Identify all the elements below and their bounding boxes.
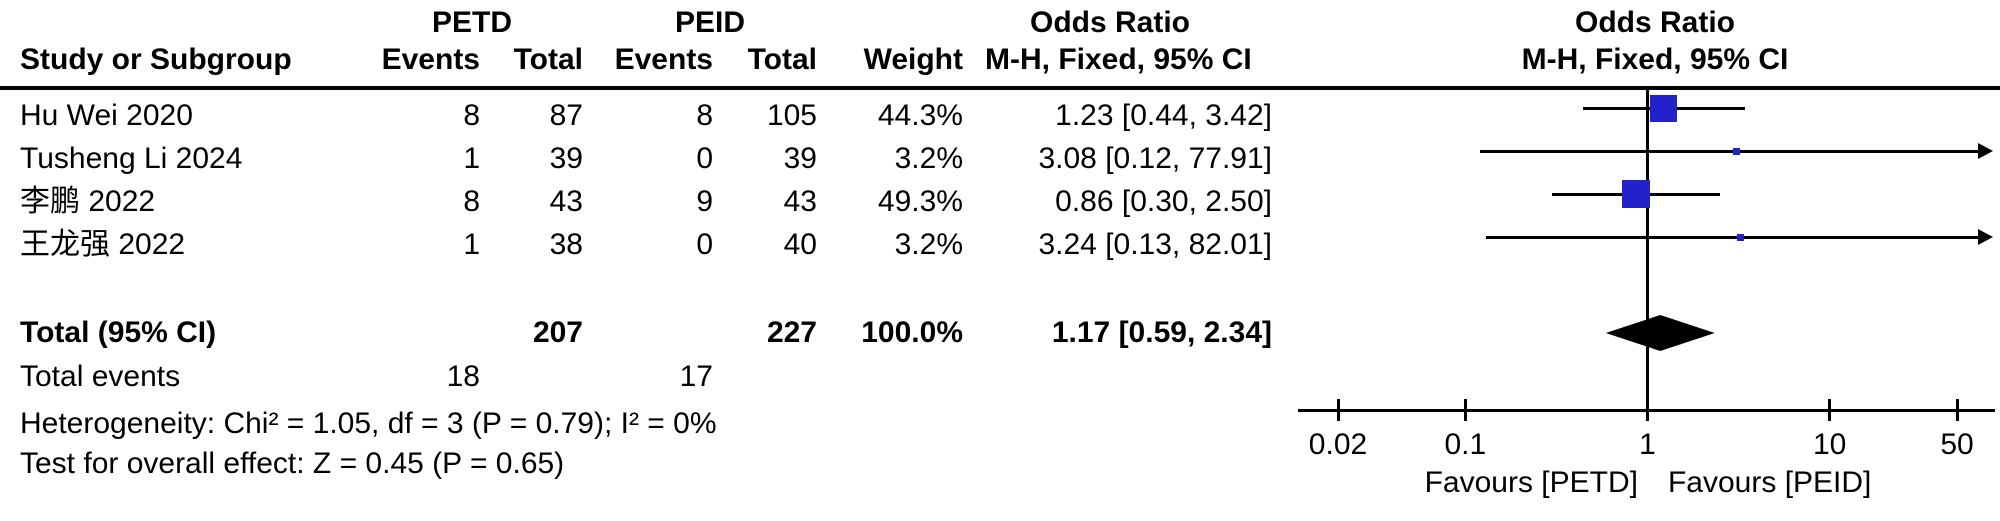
petd-total-value: 39 <box>549 142 583 175</box>
plot-title: Odds Ratio <box>1574 6 1735 39</box>
weight-value: 49.3% <box>877 185 963 218</box>
header-rule <box>0 86 2000 90</box>
axis-tick <box>1463 399 1467 421</box>
peid-events-value: 0 <box>696 142 713 175</box>
heterogeneity-text: Heterogeneity: Chi² = 1.05, df = 3 (P = … <box>20 407 717 440</box>
total-events-petd: 18 <box>446 360 480 393</box>
petd-events-value: 1 <box>463 228 480 261</box>
effect-square <box>1621 180 1650 208</box>
effect-square <box>1650 94 1678 122</box>
ci-line <box>1486 235 1978 239</box>
effect-square <box>1737 233 1744 241</box>
arrow-right-icon <box>1978 229 1993 245</box>
or-ci-text: 0.86 [0.30, 2.50] <box>1055 185 1272 218</box>
null-effect-line <box>1646 90 1649 411</box>
total-or-text: 1.17 [0.59, 2.34] <box>1051 316 1272 349</box>
axis-tick <box>1955 399 1959 421</box>
peid-events-value: 0 <box>696 228 713 261</box>
summary-diamond <box>1605 315 1715 351</box>
weight-value: 3.2% <box>894 228 963 261</box>
group1-header: PETD <box>431 6 512 39</box>
study-name: Hu Wei 2020 <box>20 99 193 132</box>
petd-total-header: Total <box>513 43 583 76</box>
arrow-right-icon <box>1978 143 1993 159</box>
plot-method-header: M-H, Fixed, 95% CI <box>1521 43 1789 76</box>
petd-total-value: 38 <box>549 228 583 261</box>
peid-total-value: 39 <box>783 142 817 175</box>
peid-total-header: Total <box>747 43 817 76</box>
weight-value: 3.2% <box>894 142 963 175</box>
favours-left-label: Favours [PETD] <box>1424 466 1638 499</box>
axis-tick-label: 0.1 <box>1444 428 1487 461</box>
petd-events-value: 8 <box>463 99 480 132</box>
overall-effect-text: Test for overall effect: Z = 0.45 (P = 0… <box>20 447 565 480</box>
petd-total-value: 43 <box>549 185 583 218</box>
or-column-title: Odds Ratio <box>1029 6 1190 39</box>
peid-total-value: 43 <box>783 185 817 218</box>
favours-right-label: Favours [PEID] <box>1667 466 1872 499</box>
study-row: Hu Wei 2020 8 87 8 105 44.3% 1.23 [0.44,… <box>0 95 1280 137</box>
study-column-header: Study or Subgroup <box>20 43 292 76</box>
study-row: Tusheng Li 2024 1 39 0 39 3.2% 3.08 [0.1… <box>0 138 1280 180</box>
peid-total-value: 40 <box>783 228 817 261</box>
petd-events-value: 1 <box>463 142 480 175</box>
petd-events-header: Events <box>381 43 480 76</box>
peid-events-header: Events <box>614 43 713 76</box>
total-petd-total: 207 <box>532 316 583 349</box>
axis-tick-label: 10 <box>1812 428 1847 461</box>
axis-tick-label: 50 <box>1940 428 1974 461</box>
total-label: Total (95% CI) <box>20 316 217 349</box>
total-peid-total: 227 <box>766 316 817 349</box>
favours-labels: Favours [PETD] Favours [PEID] <box>1296 466 2000 500</box>
total-weight: 100.0% <box>861 316 963 349</box>
or-method-header: M-H, Fixed, 95% CI <box>985 43 1252 76</box>
weight-value: 44.3% <box>877 99 963 132</box>
weight-header: Weight <box>863 43 963 76</box>
total-events-peid: 17 <box>679 360 713 393</box>
total-row: Total (95% CI) 207 227 100.0% 1.17 [0.59… <box>0 312 1280 354</box>
effect-square <box>1732 147 1740 155</box>
axis-tick-label: 1 <box>1639 428 1656 461</box>
or-ci-text: 3.08 [0.12, 77.91] <box>1038 142 1272 175</box>
petd-total-value: 87 <box>549 99 583 132</box>
study-row: 王龙强 2022 1 38 0 40 3.2% 3.24 [0.13, 82.0… <box>0 224 1280 266</box>
study-row: 李鹏 2022 8 43 9 43 49.3% 0.86 [0.30, 2.50… <box>0 181 1280 223</box>
petd-events-value: 8 <box>463 185 480 218</box>
axis-tick <box>1828 399 1832 421</box>
study-name: Tusheng Li 2024 <box>20 142 243 175</box>
study-name: 李鹏 2022 <box>20 185 156 218</box>
study-name: 王龙强 2022 <box>20 228 186 261</box>
peid-events-value: 9 <box>696 185 713 218</box>
or-ci-text: 3.24 [0.13, 82.01] <box>1038 228 1272 261</box>
or-ci-text: 1.23 [0.44, 3.42] <box>1055 99 1272 132</box>
peid-events-value: 8 <box>696 99 713 132</box>
total-events-label: Total events <box>20 360 181 393</box>
axis-tick <box>1336 399 1340 421</box>
ci-line <box>1479 149 1978 153</box>
group2-header: PEID <box>674 6 746 39</box>
peid-total-value: 105 <box>766 99 817 132</box>
total-events-row: Total events 18 17 <box>0 356 1280 398</box>
axis-tick-label: 0.02 <box>1308 428 1368 461</box>
